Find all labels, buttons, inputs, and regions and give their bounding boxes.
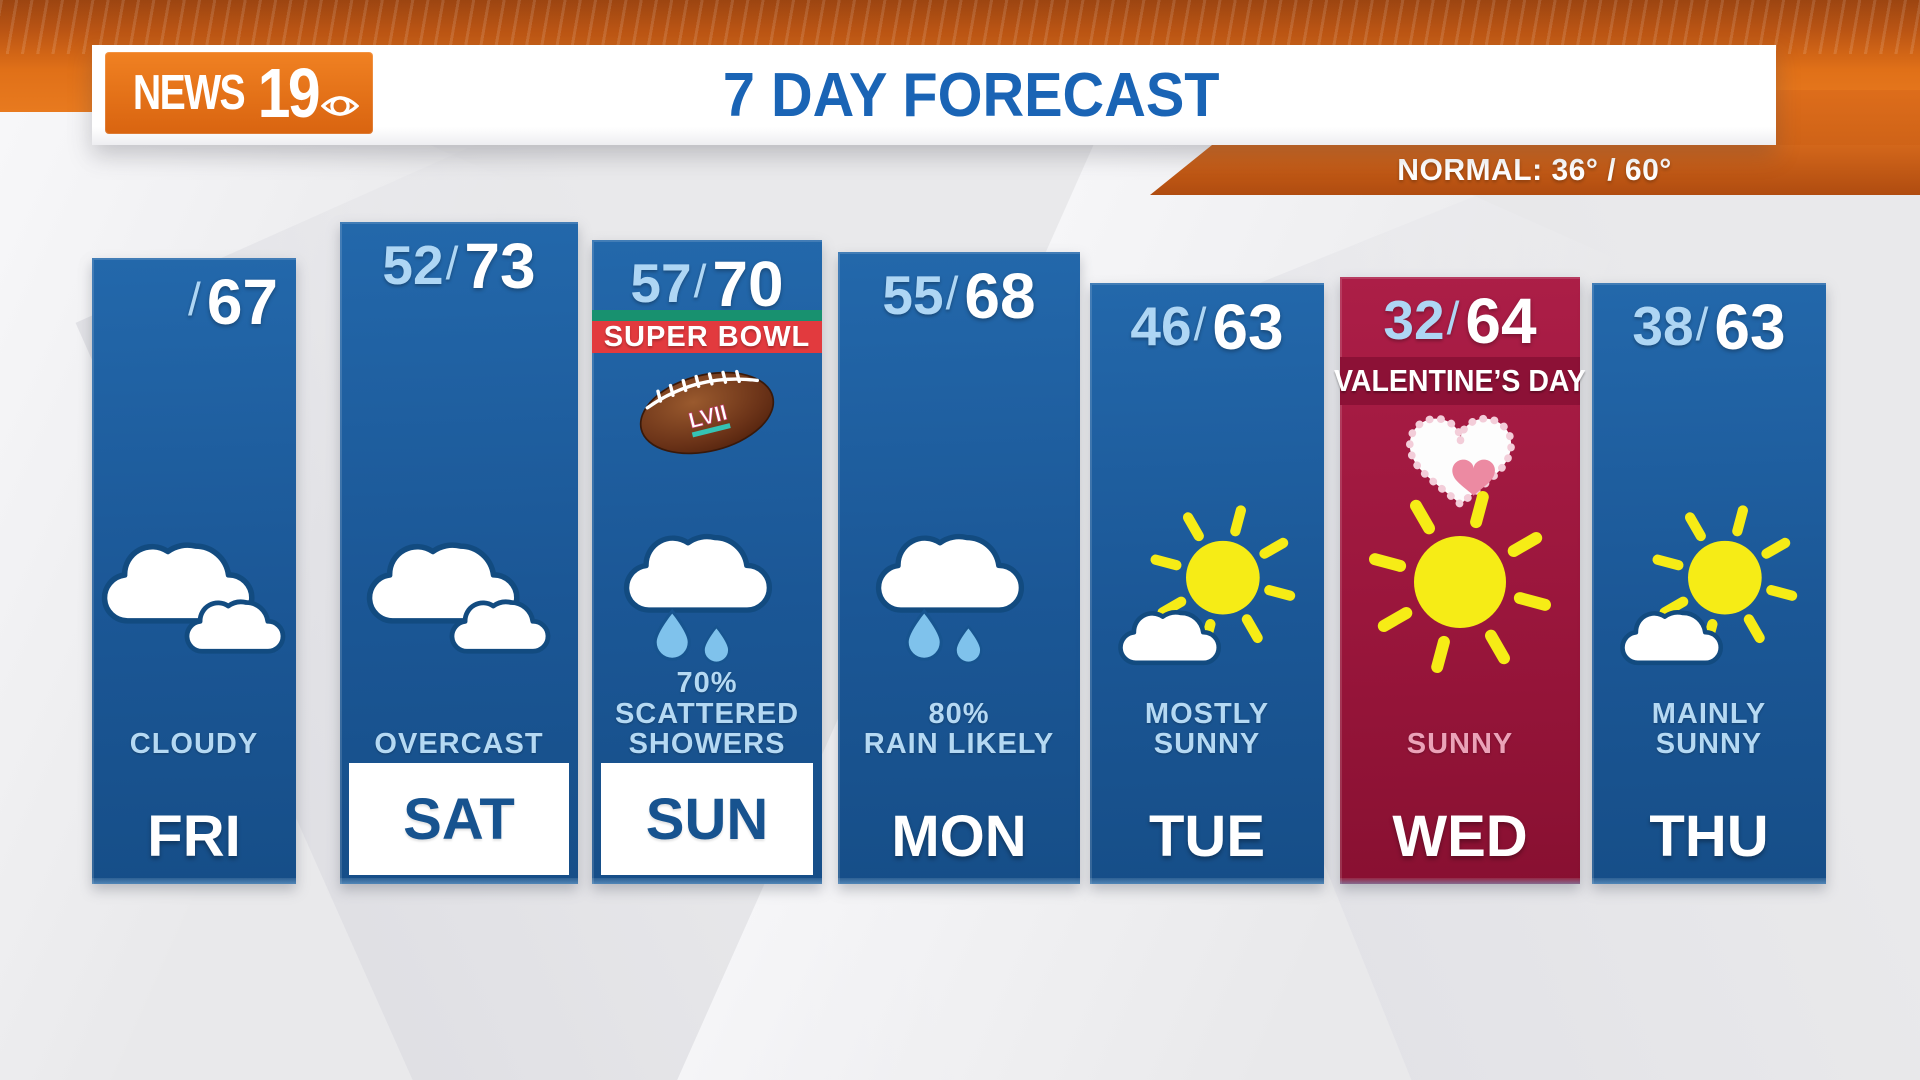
logo-19-text: 19 bbox=[257, 54, 320, 132]
temp-slash: / bbox=[188, 273, 201, 325]
logo-news-text: NEWS bbox=[132, 66, 245, 120]
low-temp: 52 bbox=[382, 234, 444, 296]
low-temp: 46 bbox=[1130, 295, 1192, 357]
valentines-day-label: VALENTINE’S DAY bbox=[1334, 363, 1586, 398]
rain-showers-icon bbox=[838, 520, 1080, 680]
high-temp: 63 bbox=[1212, 291, 1284, 363]
day-label: FRI bbox=[147, 804, 241, 869]
title-bar: NEWS 19 7 DAY FORECAST bbox=[92, 45, 1776, 145]
condition-text: OVERCAST bbox=[374, 728, 544, 761]
low-temp: 55 bbox=[882, 264, 944, 326]
normal-temps-banner: NORMAL: 36° / 60° bbox=[1150, 145, 1920, 195]
temp-slash: / bbox=[945, 267, 959, 319]
high-temp: 68 bbox=[964, 260, 1036, 332]
sunny-icon bbox=[1340, 485, 1580, 680]
banner-red-stripe: SUPER BOWL bbox=[592, 321, 822, 353]
day-label: THU bbox=[1649, 804, 1769, 869]
high-temp: 64 bbox=[1465, 285, 1537, 357]
low-temp: 38 bbox=[1632, 295, 1694, 357]
day-label: SAT bbox=[403, 786, 515, 852]
super-bowl-label: SUPER BOWL bbox=[603, 320, 811, 353]
banner-green-stripe bbox=[592, 310, 822, 321]
temps: 32 / 64 bbox=[1340, 277, 1580, 353]
low-temp: 57 bbox=[630, 252, 692, 314]
forecast-column-mon: 55 / 68 80% RAIN LIKELY MON bbox=[838, 252, 1080, 884]
day-label-box: SAT bbox=[349, 763, 569, 875]
temps: 38 / 63 bbox=[1592, 283, 1826, 359]
super-bowl-banner: SUPER BOWL bbox=[592, 310, 822, 353]
condition-text: SUNNY bbox=[1406, 728, 1514, 761]
valentine-hearts-icon bbox=[1340, 405, 1580, 523]
temp-slash: / bbox=[1193, 298, 1207, 350]
condition-text: 80% RAIN LIKELY bbox=[863, 697, 1055, 761]
cbs-eye-icon bbox=[320, 87, 360, 130]
day-label: SUN bbox=[645, 786, 769, 852]
high-temp: 70 bbox=[712, 248, 784, 320]
temp-slash: / bbox=[445, 237, 459, 289]
day-label: WED bbox=[1392, 804, 1528, 869]
day-label-box: SUN bbox=[601, 763, 813, 875]
condition-text: 70% SCATTERED SHOWERS bbox=[614, 666, 800, 761]
forecast-column-fri: / 67 CLOUDY FRI bbox=[92, 258, 296, 884]
temps: / 67 bbox=[92, 258, 296, 334]
forecast-column-sat: 52 / 73 OVERCAST SAT bbox=[340, 222, 578, 884]
high-temp: 67 bbox=[206, 266, 278, 338]
temp-slash: / bbox=[1695, 298, 1709, 350]
forecast-column-wed: 32 / 64 VALENTINE’S DAY bbox=[1334, 277, 1586, 884]
temps: 57 / 70 bbox=[592, 240, 822, 316]
cloudy-icon bbox=[340, 522, 578, 680]
cloudy-icon bbox=[92, 522, 296, 680]
day-label: MON bbox=[891, 804, 1027, 869]
rain-showers-icon bbox=[592, 520, 822, 680]
normal-temps-label: NORMAL: 36° / 60° bbox=[1397, 152, 1673, 187]
temp-slash: / bbox=[693, 255, 707, 307]
football-icon: LVII bbox=[592, 358, 822, 468]
partly-sunny-icon bbox=[1090, 504, 1324, 680]
forecast-column-sun: 57 / 70 SUPER BOWL bbox=[592, 240, 822, 884]
temp-slash: / bbox=[1446, 292, 1460, 344]
condition-text: CLOUDY bbox=[129, 728, 259, 761]
day-label: TUE bbox=[1149, 804, 1265, 869]
partly-sunny-icon bbox=[1592, 504, 1826, 680]
high-temp: 73 bbox=[464, 230, 536, 302]
high-temp: 63 bbox=[1714, 291, 1786, 363]
news19-logo: NEWS 19 bbox=[105, 52, 373, 134]
condition-text: MOSTLY SUNNY bbox=[1144, 697, 1270, 761]
temps: 46 / 63 bbox=[1090, 283, 1324, 359]
temps: 52 / 73 bbox=[340, 222, 578, 298]
condition-text: MAINLY SUNNY bbox=[1651, 697, 1767, 761]
forecast-column-tue: 46 / 63 bbox=[1090, 283, 1324, 884]
forecast-column-thu: 38 / 63 bbox=[1592, 283, 1826, 884]
low-temp: 32 bbox=[1383, 289, 1445, 351]
temps: 55 / 68 bbox=[838, 252, 1080, 328]
valentines-day-banner: VALENTINE’S DAY bbox=[1334, 357, 1586, 405]
page-title: 7 DAY FORECAST bbox=[722, 60, 1220, 130]
